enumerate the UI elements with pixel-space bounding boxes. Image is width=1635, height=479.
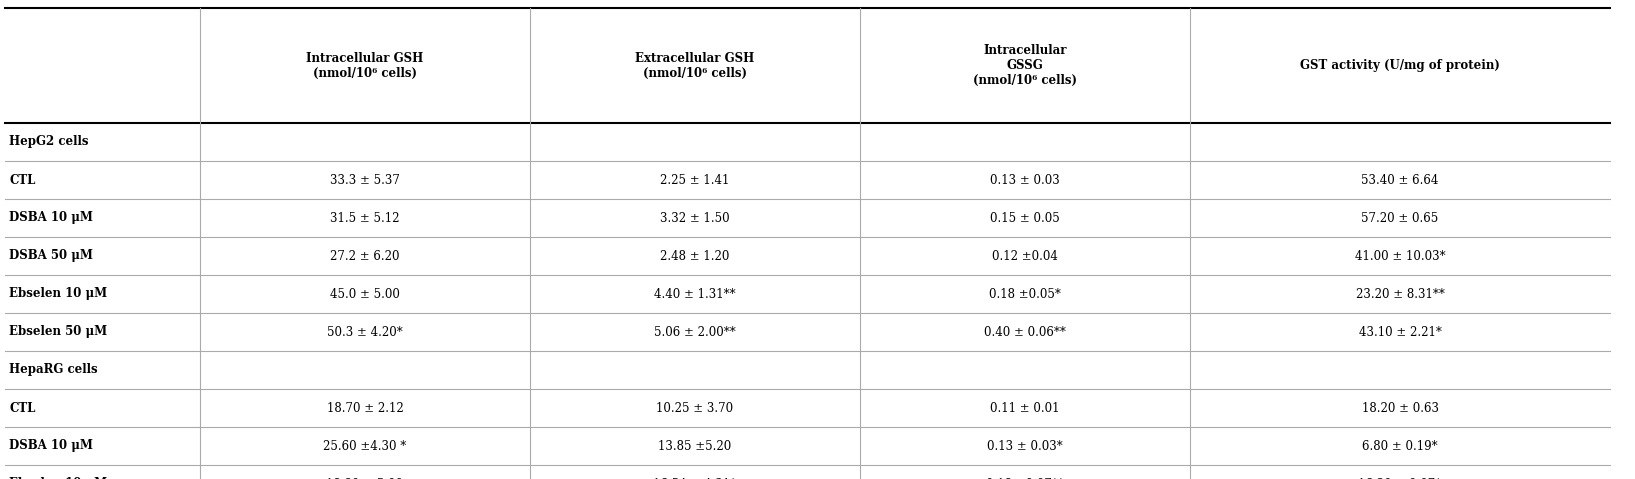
- Text: 13.85 ±5.20: 13.85 ±5.20: [659, 440, 731, 453]
- Text: 0.12 ±0.04: 0.12 ±0.04: [992, 250, 1058, 262]
- Text: 0.40 ± 0.06**: 0.40 ± 0.06**: [984, 326, 1066, 339]
- Text: 41.00 ± 10.03*: 41.00 ± 10.03*: [1355, 250, 1445, 262]
- Text: Extracellular GSH
(nmol/10⁶ cells): Extracellular GSH (nmol/10⁶ cells): [636, 52, 755, 80]
- Text: 0.18 ±0.07**: 0.18 ±0.07**: [986, 478, 1064, 479]
- Text: DSBA 10 μM: DSBA 10 μM: [10, 212, 93, 225]
- Text: 0.18 ±0.05*: 0.18 ±0.05*: [989, 287, 1061, 300]
- Text: Intracellular
GSSG
(nmol/10⁶ cells): Intracellular GSSG (nmol/10⁶ cells): [973, 44, 1077, 87]
- Text: CTL: CTL: [10, 173, 36, 186]
- Text: 43.10 ± 2.21*: 43.10 ± 2.21*: [1359, 326, 1442, 339]
- Text: 50.3 ± 4.20*: 50.3 ± 4.20*: [327, 326, 402, 339]
- Text: 16.30 ± 0.07*: 16.30 ± 0.07*: [1359, 478, 1442, 479]
- Text: 25.60 ±4.30 *: 25.60 ±4.30 *: [324, 440, 407, 453]
- Text: 0.13 ± 0.03: 0.13 ± 0.03: [991, 173, 1059, 186]
- Text: 2.25 ± 1.41: 2.25 ± 1.41: [661, 173, 729, 186]
- Text: Intracellular GSH
(nmol/10⁶ cells): Intracellular GSH (nmol/10⁶ cells): [306, 52, 423, 80]
- Text: 10.25 ± 3.70: 10.25 ± 3.70: [656, 401, 734, 414]
- Text: CTL: CTL: [10, 401, 36, 414]
- Text: 3.32 ± 1.50: 3.32 ± 1.50: [661, 212, 729, 225]
- Text: 2.48 ± 1.20: 2.48 ± 1.20: [661, 250, 729, 262]
- Text: 4.40 ± 1.31**: 4.40 ± 1.31**: [654, 287, 736, 300]
- Text: 18.80 ± 5.00: 18.80 ± 5.00: [327, 478, 404, 479]
- Text: 45.0 ± 5.00: 45.0 ± 5.00: [330, 287, 401, 300]
- Text: 53.40 ± 6.64: 53.40 ± 6.64: [1362, 173, 1439, 186]
- Text: 18.70 ± 2.12: 18.70 ± 2.12: [327, 401, 404, 414]
- Text: 27.2 ± 6.20: 27.2 ± 6.20: [330, 250, 399, 262]
- Text: 0.15 ± 0.05: 0.15 ± 0.05: [991, 212, 1059, 225]
- Text: 5.06 ± 2.00**: 5.06 ± 2.00**: [654, 326, 736, 339]
- Text: Ebselen 10 μM: Ebselen 10 μM: [10, 478, 108, 479]
- Text: DSBA 10 μM: DSBA 10 μM: [10, 440, 93, 453]
- Text: 23.20 ± 8.31**: 23.20 ± 8.31**: [1355, 287, 1444, 300]
- Text: 31.5 ± 5.12: 31.5 ± 5.12: [330, 212, 399, 225]
- Text: 16.54 ± 4.31*: 16.54 ± 4.31*: [654, 478, 736, 479]
- Text: 33.3 ± 5.37: 33.3 ± 5.37: [330, 173, 401, 186]
- Text: 6.80 ± 0.19*: 6.80 ± 0.19*: [1362, 440, 1437, 453]
- Text: Ebselen 10 μM: Ebselen 10 μM: [10, 287, 108, 300]
- Text: Ebselen 50 μM: Ebselen 50 μM: [10, 326, 108, 339]
- Text: HepaRG cells: HepaRG cells: [10, 364, 98, 376]
- Text: HepG2 cells: HepG2 cells: [10, 136, 88, 148]
- Text: DSBA 50 μM: DSBA 50 μM: [10, 250, 93, 262]
- Text: 0.11 ± 0.01: 0.11 ± 0.01: [991, 401, 1059, 414]
- Text: GST activity (U/mg of protein): GST activity (U/mg of protein): [1300, 59, 1499, 72]
- Text: 0.13 ± 0.03*: 0.13 ± 0.03*: [988, 440, 1063, 453]
- Text: 57.20 ± 0.65: 57.20 ± 0.65: [1362, 212, 1439, 225]
- Text: 18.20 ± 0.63: 18.20 ± 0.63: [1362, 401, 1439, 414]
